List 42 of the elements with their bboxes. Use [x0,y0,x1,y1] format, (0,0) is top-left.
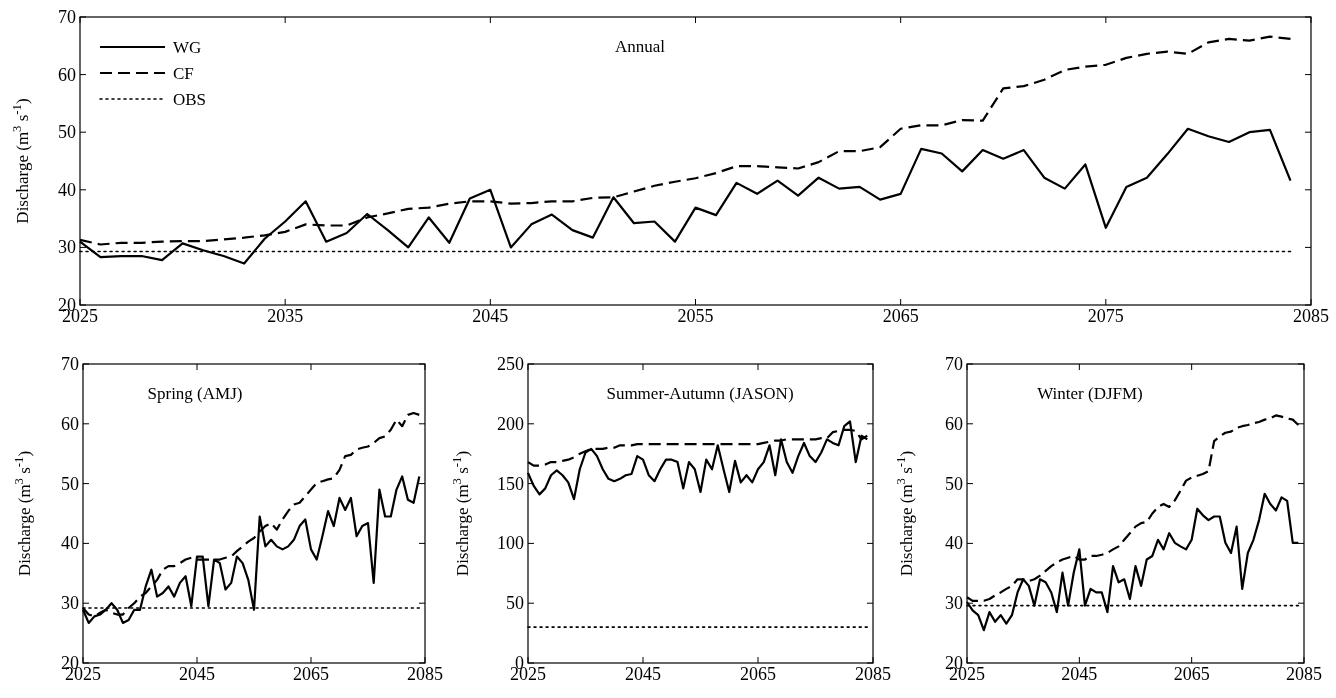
y-tick-label: 200 [497,413,524,434]
y-tick-label: 60 [58,64,76,85]
y-tick-label: 100 [497,533,524,554]
x-tick-label: 2085 [855,664,891,684]
legend-label: CF [173,64,194,83]
x-tick-label: 2045 [472,306,509,326]
y-tick-label: 50 [61,473,79,494]
y-tick-label: 40 [58,179,76,200]
y-tick-label: 50 [58,122,76,143]
y-tick-label: 250 [497,354,524,374]
x-tick-label: 2085 [407,664,443,684]
x-tick-label: 2065 [740,664,776,684]
y-tick-label: 70 [61,354,79,374]
text: Spring (AMJ) [147,384,243,403]
text: Winter (DJFM) [1037,384,1143,403]
y-tick-label: 30 [945,593,963,614]
x-tick-label: 2075 [1087,306,1124,326]
x-tick-label: 2065 [1173,664,1210,684]
y-tick-label: 30 [61,593,79,614]
y-tick-label: 50 [945,473,963,494]
y-tick-label: 70 [58,7,76,27]
y-tick-label: 40 [945,533,963,554]
text: Annual [614,37,666,56]
legend-label: WG [173,38,202,57]
y-tick-label: 30 [58,237,76,258]
x-tick-label: 2085 [1293,306,1329,326]
x-tick-label: 2065 [882,306,919,326]
text: Summer-Autumn (JASON) [606,384,794,403]
x-tick-label: 2045 [1061,664,1098,684]
x-tick-label: 2055 [677,306,714,326]
legend-label: OBS [173,90,207,109]
y-tick-label: 60 [61,413,79,434]
x-tick-label: 2045 [625,664,661,684]
y-tick-label: 150 [497,473,524,494]
y-tick-label: 70 [945,354,963,374]
x-tick-label: 2085 [1286,664,1322,684]
x-tick-label: 2065 [293,664,329,684]
x-tick-label: 2035 [267,306,304,326]
y-tick-label: 50 [506,593,524,614]
y-tick-label: 60 [945,413,963,434]
y-tick-label: 40 [61,533,79,554]
x-tick-label: 2045 [179,664,215,684]
